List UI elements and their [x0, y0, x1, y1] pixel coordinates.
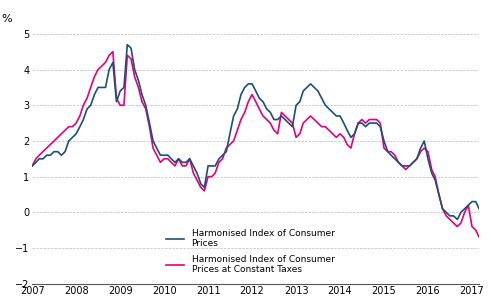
Line: Harmonised Index of Consumer
Prices: Harmonised Index of Consumer Prices — [32, 45, 491, 220]
Legend: Harmonised Index of Consumer
Prices, Harmonised Index of Consumer
Prices at Cons: Harmonised Index of Consumer Prices, Har… — [166, 229, 334, 274]
Line: Harmonised Index of Consumer
Prices at Constant Taxes: Harmonised Index of Consumer Prices at C… — [32, 52, 491, 248]
Text: %: % — [1, 14, 11, 24]
